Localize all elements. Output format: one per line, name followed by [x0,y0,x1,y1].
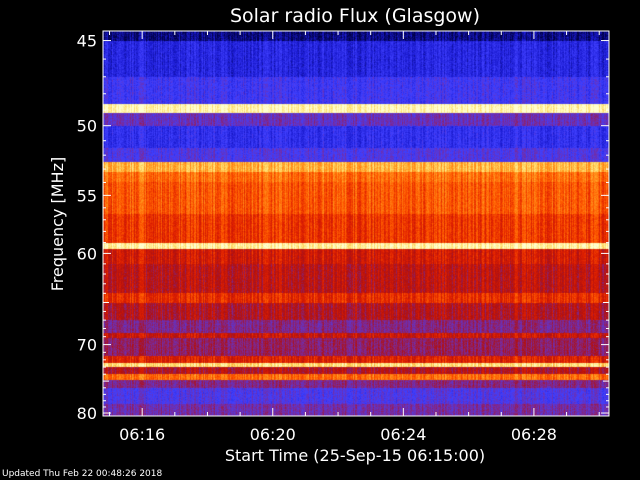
y-axis-label: Frequency [MHz] [48,157,67,291]
y-tick-label: 80 [77,404,97,423]
axis-ticks: 45 50 55 60 70 80 06:16 06:20 06:24 06:28 [77,31,609,444]
y-tick-label: 50 [77,117,97,136]
heatmap-area [103,31,609,416]
y-tick-label: 55 [77,186,97,205]
x-tick-label: 06:28 [511,425,557,444]
x-axis-label: Start Time (25-Sep-15 06:15:00) [225,446,485,465]
spectrogram-texture [103,31,609,416]
chart-title: Solar radio Flux (Glasgow) [230,5,480,27]
plot-frame [102,30,610,417]
y-tick-label: 70 [77,336,97,355]
y-tick-label: 45 [77,32,97,51]
updated-timestamp: Updated Thu Feb 22 00:48:26 2018 [2,469,163,479]
x-tick-label: 06:24 [380,425,426,444]
y-tick-label: 60 [77,244,97,263]
x-tick-label: 06:20 [250,425,296,444]
x-tick-label: 06:16 [119,425,165,444]
